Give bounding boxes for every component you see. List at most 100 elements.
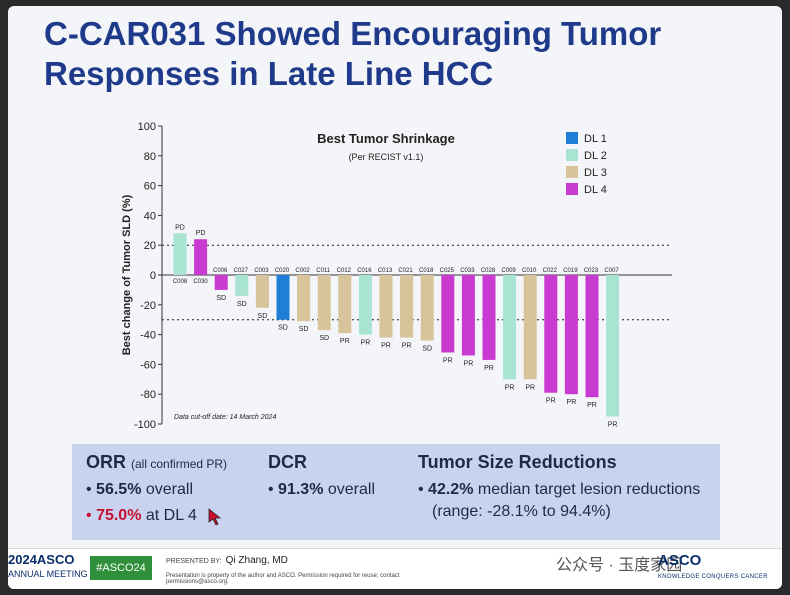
- mouse-cursor-icon: [208, 508, 222, 526]
- bar: [255, 275, 269, 308]
- bar-id-label: C010: [522, 268, 537, 274]
- orr-overall-text: overall: [145, 481, 194, 498]
- legend-swatch: [566, 166, 578, 178]
- hashtag-badge: #ASCO24: [90, 556, 152, 580]
- disclaimer: Presentation is property of the author a…: [166, 573, 400, 585]
- presented-by: PRESENTED BY: Qi Zhang, MD: [166, 555, 288, 566]
- bar-response-label: PR: [608, 422, 618, 429]
- bar-response-label: SD: [319, 335, 329, 342]
- bar: [297, 275, 311, 322]
- title-line-2: Responses in Late Line HCC: [44, 55, 494, 92]
- bar: [461, 275, 475, 356]
- bar: [173, 233, 187, 275]
- y-tick-label: 80: [144, 151, 156, 163]
- bar: [276, 275, 290, 320]
- bar-response-label: SD: [422, 346, 432, 353]
- bar-id-label: C023: [584, 268, 599, 274]
- bar-response-label: PR: [402, 343, 412, 350]
- y-tick-label: -100: [134, 419, 156, 431]
- bar: [606, 275, 620, 417]
- legend-label: DL 3: [584, 167, 607, 179]
- bar-response-label: SD: [237, 301, 247, 308]
- bar-id-label: C012: [337, 268, 352, 274]
- asco-brand: ASCO: [658, 552, 702, 569]
- bar: [338, 275, 352, 334]
- dcr-overall: • 91.3% overall: [268, 481, 376, 498]
- bar: [400, 275, 414, 338]
- orr-note: (all confirmed PR): [131, 457, 228, 471]
- bar-response-label: PR: [587, 402, 597, 409]
- bar-id-label: C008: [173, 279, 188, 285]
- y-axis-label: Best change of Tumor SLD (%): [121, 194, 133, 355]
- bar-id-label: C018: [419, 268, 434, 274]
- summary-panel: ORR (all confirmed PR) • 56.5% overall •…: [72, 444, 720, 540]
- bar-response-label: PD: [175, 224, 185, 231]
- chart-subtitle: (Per RECIST v1.1): [349, 152, 424, 162]
- tumor-shrinkage-waterfall-chart: 100 80 60 40 20 0 -20 -40 -60 -80 -100 Best change …: [121, 121, 672, 431]
- bar-response-label: PR: [484, 365, 494, 372]
- legend-label: DL 2: [584, 150, 607, 162]
- dcr-title: DCR: [268, 452, 307, 472]
- bar: [235, 275, 249, 296]
- bar-response-label: SD: [278, 325, 288, 332]
- orr-overall-value: 56.5%: [96, 481, 142, 498]
- tsr-title: Tumor Size Reductions: [418, 452, 617, 472]
- asco-tagline: KNOWLEDGE CONQUERS CANCER: [658, 574, 768, 580]
- y-tick-label: 40: [144, 210, 156, 222]
- meeting-year: 2024: [8, 552, 37, 567]
- bar-id-label: C020: [275, 268, 290, 274]
- y-tick-label: -20: [140, 300, 156, 312]
- bar-id-label: C022: [543, 268, 558, 274]
- orr-heading: ORR (all confirmed PR): [86, 452, 227, 473]
- bar-id-label: C009: [501, 268, 516, 274]
- orr-column: ORR (all confirmed PR) • 56.5% overall •…: [86, 452, 227, 525]
- y-tick-label: -60: [140, 359, 156, 371]
- bar: [379, 275, 393, 338]
- bar-response-label: SD: [216, 295, 226, 302]
- bar: [585, 275, 599, 398]
- bar-id-label: C007: [604, 268, 619, 274]
- bar-id-label: C028: [481, 268, 496, 274]
- bar-response-label: PR: [381, 343, 391, 350]
- bar-id-label: C025: [440, 268, 455, 274]
- asco-meeting-logo: 2024ASCO ANNUAL MEETING: [8, 553, 88, 581]
- bar-response-label: PD: [196, 230, 206, 237]
- y-tick-label: 0: [150, 270, 156, 282]
- legend-swatch: [566, 149, 578, 161]
- y-tick-label: 20: [144, 240, 156, 252]
- bar: [420, 275, 434, 341]
- bar: [214, 275, 228, 290]
- presenter-name: Qi Zhang, MD: [225, 555, 288, 566]
- bar-response-label: PR: [443, 357, 453, 364]
- bar: [564, 275, 578, 395]
- legend-swatch: [566, 132, 578, 144]
- bar-response-label: PR: [546, 398, 556, 405]
- bar-id-label: C027: [234, 268, 249, 274]
- tsr-column: Tumor Size Reductions • 42.2% median tar…: [418, 452, 700, 521]
- data-cutoff-note: Data cut-off date: 14 March 2024: [174, 414, 276, 421]
- legend-swatch: [566, 183, 578, 195]
- bar-response-label: PR: [567, 399, 577, 406]
- tsr-range: (range: -28.1% to 94.4%): [432, 503, 611, 520]
- presented-by-label: PRESENTED BY:: [166, 558, 222, 565]
- bar-response-label: SD: [258, 313, 268, 320]
- y-tick-label: -80: [140, 389, 156, 401]
- orr-overall: • 56.5% overall: [86, 481, 194, 498]
- bar: [503, 275, 517, 380]
- meeting-sub: ANNUAL MEETING: [8, 569, 88, 579]
- orr-dl4-text: at DL 4: [145, 507, 197, 524]
- bar-id-label: C033: [460, 268, 475, 274]
- orr-title: ORR: [86, 452, 126, 472]
- bar: [441, 275, 455, 353]
- orr-dl4: • 75.0% at DL 4: [86, 507, 197, 524]
- meeting-name: ASCO: [36, 552, 75, 567]
- slide-footer: 2024ASCO ANNUAL MEETING #ASCO24 PRESENTE…: [8, 548, 782, 589]
- bar-response-label: PR: [361, 340, 371, 347]
- bar: [194, 239, 208, 275]
- bar: [523, 275, 537, 380]
- title-line-1: C-CAR031 Showed Encouraging Tumor: [44, 15, 662, 52]
- y-tick-label: 100: [138, 121, 156, 133]
- bar-id-label: C003: [254, 268, 269, 274]
- bar: [482, 275, 496, 360]
- tsr-text: median target lesion reductions: [477, 481, 701, 498]
